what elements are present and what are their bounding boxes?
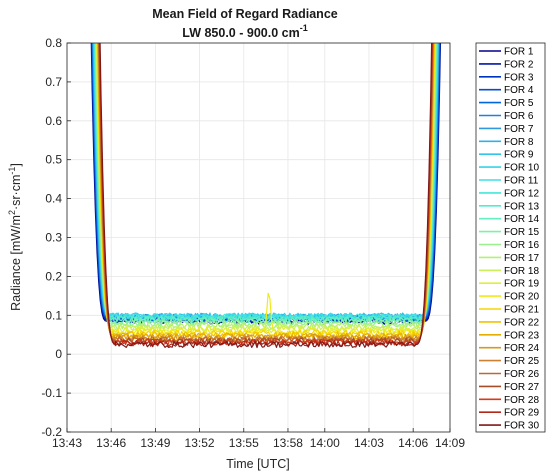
legend-label: FOR 28 — [504, 395, 539, 406]
legend-label: FOR 24 — [504, 343, 539, 354]
y-tick-label: 0.2 — [45, 269, 62, 283]
legend-label: FOR 3 — [504, 72, 534, 83]
legend-label: FOR 12 — [504, 188, 539, 199]
x-tick-label: 13:52 — [185, 436, 215, 450]
y-tick-label: 0.5 — [45, 153, 62, 167]
series-line — [97, 43, 435, 342]
y-tick-label: -0.2 — [41, 425, 62, 439]
x-tick-label: 14:03 — [354, 436, 384, 450]
y-tick-label: 0.1 — [45, 308, 62, 322]
chart-subtitle-main: LW 850.0 - 900.0 cm — [182, 26, 299, 40]
legend-label: FOR 8 — [504, 137, 534, 148]
legend-label: FOR 14 — [504, 214, 539, 225]
y-tick-label: -0.1 — [41, 386, 62, 400]
legend-label: FOR 2 — [504, 59, 534, 70]
y-axis-label-sup2: -1 — [7, 167, 17, 175]
chart-subtitle: LW 850.0 - 900.0 cm-1 — [182, 23, 307, 40]
legend-label: FOR 23 — [504, 330, 539, 341]
legend-label: FOR 18 — [504, 266, 539, 277]
x-tick-label: 14:00 — [310, 436, 340, 450]
y-tick-label: 0.8 — [45, 36, 62, 50]
chart-subtitle-sup: -1 — [300, 23, 308, 33]
y-axis: -0.2 -0.1 0 0.1 0.2 0.3 0.4 0.5 0.6 0.7 0.8 — [41, 36, 71, 439]
y-tick-label: 0.6 — [45, 114, 62, 128]
y-axis-label-end: ] — [9, 163, 23, 166]
chart-title: Mean Field of Regard Radiance — [152, 7, 338, 21]
legend-label: FOR 26 — [504, 369, 539, 380]
series-line — [99, 43, 433, 349]
x-axis: 13:43 13:46 13:49 13:52 13:55 13:58 14:00 14:03… — [52, 428, 465, 450]
legend-label: FOR 9 — [504, 150, 534, 161]
legend-label: FOR 25 — [504, 356, 539, 367]
y-axis-label-mid: ·sr·cm — [9, 175, 23, 210]
legend-label: FOR 4 — [504, 85, 534, 96]
y-tick-label: 0 — [55, 347, 62, 361]
series-layer — [90, 43, 442, 349]
legend-label: FOR 5 — [504, 98, 534, 109]
legend-label: FOR 10 — [504, 163, 539, 174]
x-tick-label: 13:46 — [96, 436, 126, 450]
legend-label: FOR 17 — [504, 253, 539, 264]
series-line — [94, 43, 438, 324]
legend-label: FOR 22 — [504, 317, 539, 328]
y-axis-label-sup1: 2 — [7, 210, 17, 215]
legend-label: FOR 1 — [504, 47, 534, 58]
legend-label: FOR 20 — [504, 292, 539, 303]
legend-label: FOR 7 — [504, 124, 534, 135]
y-tick-label: 0.4 — [45, 192, 62, 206]
series-line — [95, 43, 437, 328]
legend-label: FOR 6 — [504, 111, 534, 122]
x-tick-label: 13:49 — [140, 436, 170, 450]
legend-label: FOR 15 — [504, 227, 539, 238]
legend-box — [475, 42, 546, 433]
y-tick-label: 0.7 — [45, 75, 62, 89]
x-tick-label: 13:58 — [273, 436, 303, 450]
legend-label: FOR 29 — [504, 408, 539, 419]
y-tick-label: 0.3 — [45, 231, 62, 245]
legend-label: FOR 30 — [504, 421, 539, 432]
legend-label: FOR 21 — [504, 305, 539, 316]
x-axis-label: Time [UTC] — [226, 457, 289, 471]
y-axis-label-main: Radiance [mW/m — [9, 215, 23, 311]
x-tick-label: 14:09 — [435, 436, 465, 450]
legend-label: FOR 16 — [504, 240, 539, 251]
x-tick-label: 13:55 — [229, 436, 259, 450]
legend-label: FOR 13 — [504, 201, 539, 212]
x-tick-label: 13:43 — [52, 436, 82, 450]
x-tick-label: 14:06 — [398, 436, 428, 450]
legend-label: FOR 27 — [504, 382, 539, 393]
y-axis-label: Radiance [mW/m2·sr·cm-1] — [7, 163, 23, 311]
legend-label: FOR 19 — [504, 279, 539, 290]
legend-label: FOR 11 — [504, 176, 539, 187]
